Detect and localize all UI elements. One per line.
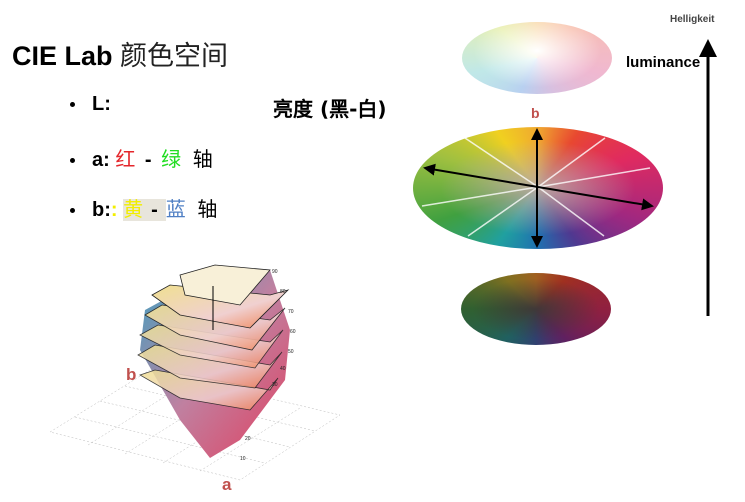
slide-title: CIE Lab 颜色空间 [12, 34, 228, 73]
lightness-layers [137, 264, 290, 411]
title-chinese: 颜色空间 [120, 41, 229, 72]
bullet-a: a: 红 - 绿 轴 [70, 143, 213, 172]
separator: - [151, 199, 158, 221]
axis-label: 轴 [197, 197, 218, 221]
bullet-key: a: [92, 149, 110, 171]
bullet-l: L: 亮度 (黑-白) [70, 93, 387, 121]
bullet-b: b:: 黄-蓝 轴 [70, 193, 217, 222]
helligkeit-label: Helligkeit [670, 14, 715, 25]
svg-text:10: 10 [240, 456, 246, 462]
a-axis-label: a [222, 475, 232, 494]
bullet-dot [70, 158, 75, 164]
b-axis-label: b [126, 365, 136, 384]
bullet-desc: 亮度 (黑-白) [273, 97, 387, 121]
luminance-label: luminance [626, 54, 701, 71]
a-axis-arrow [537, 186, 654, 211]
svg-text:60: 60 [290, 329, 296, 335]
svg-text:40: 40 [280, 366, 286, 372]
svg-text:50: 50 [288, 349, 294, 355]
light-ellipse [462, 22, 612, 94]
blue-label: 蓝 [165, 197, 186, 221]
dark-ellipse [461, 273, 611, 345]
bullet-key: b: [92, 199, 111, 221]
svg-text:70: 70 [288, 309, 294, 315]
yellow-colon: : [110, 199, 118, 221]
yellow-label: 黄 [123, 197, 144, 221]
title-latin: CIE Lab [12, 41, 113, 71]
svg-text:20: 20 [245, 436, 251, 442]
svg-text:90: 90 [272, 269, 278, 275]
level-labels: 90 80 70 60 50 40 30 20 10 [240, 269, 296, 462]
b-axis-label: b [531, 105, 540, 121]
bullet-dot [70, 102, 75, 108]
white-radial-lines [421, 137, 651, 237]
separator: - [144, 149, 152, 171]
bullet-key: L: [92, 93, 111, 115]
lab-3d-plot: 90 80 70 60 50 40 30 20 10 b a [49, 264, 341, 494]
axis-label: 轴 [192, 147, 213, 171]
red-label: 红 [115, 147, 136, 171]
svg-text:80: 80 [280, 289, 286, 295]
green-label: 绿 [161, 147, 182, 171]
svg-text:30: 30 [272, 382, 278, 388]
bullet-dot [70, 208, 75, 214]
a-axis-arrow [423, 163, 539, 188]
